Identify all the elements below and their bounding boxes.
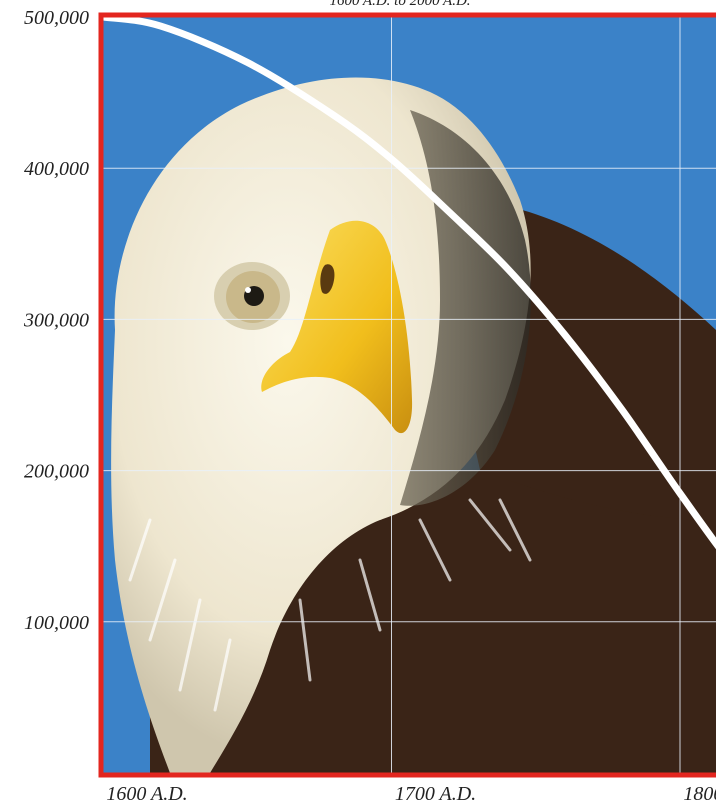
y-tick-label: 500,000 — [24, 7, 89, 29]
chart-title-text: 1600 A.D. to 2000 A.D. — [329, 0, 470, 9]
eagle-head-white — [111, 77, 531, 773]
x-tick-label: 1800 A.D. — [683, 783, 716, 805]
y-tick-label: 200,000 — [24, 461, 89, 483]
y-axis-tick-labels: 100,000 200,000 300,000 400,000 500,000 — [23, 7, 89, 634]
plot-frame — [98, 12, 716, 778]
eagle-feather-tufts — [128, 498, 532, 712]
eagle-eye-highlight — [245, 287, 251, 293]
y-tick-label: 100,000 — [24, 612, 89, 634]
plot-area — [103, 17, 716, 773]
x-axis-tick-labels: 1600 A.D.1700 A.D.1800 A.D.1900 A.D. — [106, 783, 716, 805]
eagle-nostril — [320, 264, 335, 294]
y-tick-label: 400,000 — [24, 158, 89, 180]
x-tick-label: 1600 A.D. — [106, 783, 187, 805]
eagle-face-shadow — [400, 110, 531, 506]
x-tick-label: 1700 A.D. — [395, 783, 476, 805]
y-tick-label: 300,000 — [23, 309, 89, 331]
series-line — [103, 17, 716, 550]
chart-title: 1600 A.D. to 2000 A.D. — [329, 0, 470, 9]
gridlines — [103, 17, 716, 773]
eagle-beak — [261, 220, 413, 434]
